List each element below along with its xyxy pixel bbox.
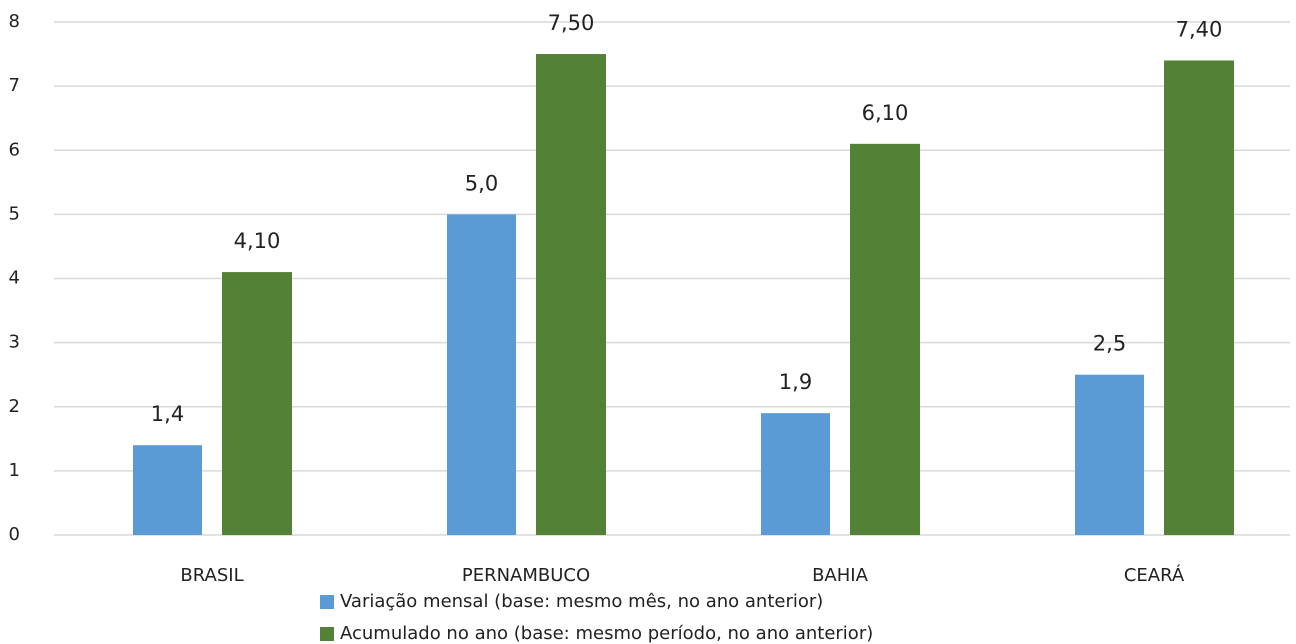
y-tick-label: 1 — [9, 460, 20, 481]
bar — [1164, 60, 1234, 535]
bar — [133, 445, 202, 535]
bar — [447, 214, 516, 535]
value-label: 1,4 — [151, 402, 184, 426]
x-tick-label: BAHIA — [812, 565, 869, 586]
legend-swatch — [320, 595, 334, 609]
bar — [761, 413, 830, 535]
legend-label: Acumulado no ano (base: mesmo período, n… — [340, 623, 873, 644]
value-label: 2,5 — [1093, 332, 1126, 356]
x-tick-label: CEARÁ — [1124, 564, 1185, 586]
y-tick-label: 6 — [9, 139, 20, 160]
y-tick-label: 4 — [9, 268, 20, 289]
x-tick-label: PERNAMBUCO — [462, 565, 590, 586]
y-tick-label: 8 — [9, 11, 20, 32]
legend-swatch — [320, 627, 334, 641]
bar — [222, 272, 292, 535]
value-label: 5,0 — [465, 171, 498, 195]
value-label: 7,50 — [548, 11, 595, 35]
x-tick-label: BRASIL — [180, 565, 243, 586]
value-label: 7,40 — [1176, 17, 1223, 41]
value-label: 4,10 — [234, 229, 281, 253]
value-label: 6,10 — [862, 101, 909, 125]
y-tick-label: 5 — [9, 203, 20, 224]
bar — [536, 54, 606, 535]
y-tick-label: 2 — [9, 396, 20, 417]
y-tick-label: 3 — [9, 332, 20, 353]
value-label: 1,9 — [779, 370, 812, 394]
y-tick-label: 0 — [9, 524, 20, 545]
bar — [1075, 374, 1144, 535]
legend-label: Variação mensal (base: mesmo mês, no ano… — [340, 591, 823, 612]
bar — [850, 143, 920, 535]
y-tick-label: 7 — [9, 75, 20, 96]
